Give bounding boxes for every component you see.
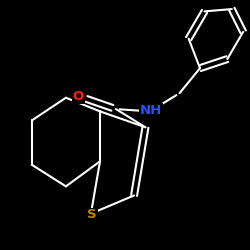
Text: S: S	[87, 208, 97, 222]
Text: NH: NH	[140, 104, 162, 117]
Text: O: O	[73, 90, 84, 103]
